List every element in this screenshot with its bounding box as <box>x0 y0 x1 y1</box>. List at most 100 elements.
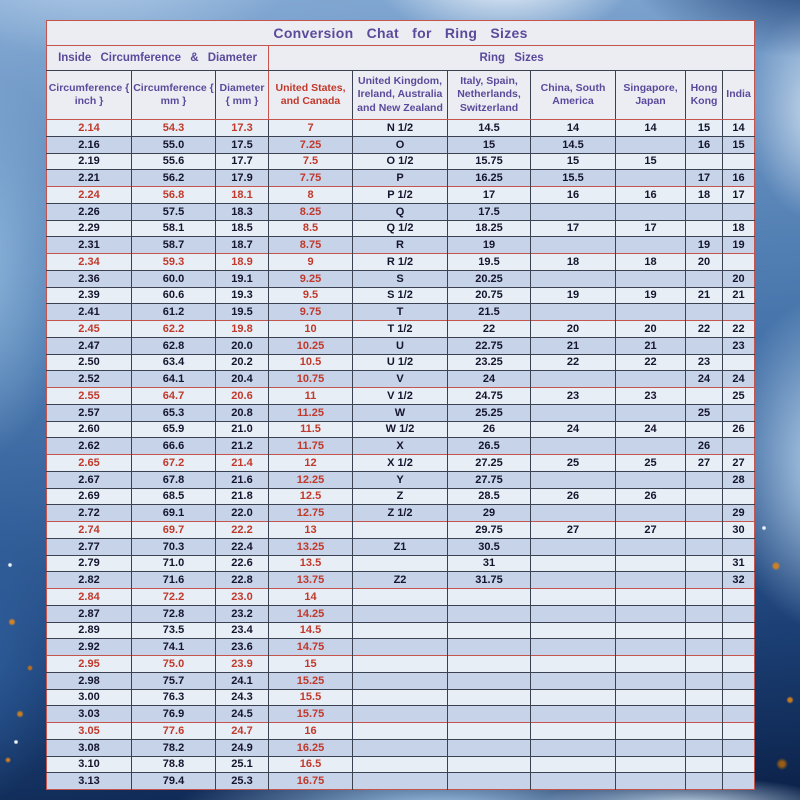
table-cell: 16.5 <box>268 755 353 773</box>
table-row: 2.98 75.7 24.1 15.25 <box>46 671 755 689</box>
table-cell <box>530 688 616 706</box>
table-cell: 23.25 <box>447 353 531 371</box>
table-cell: W <box>352 403 448 421</box>
table-row: 2.77 70.3 22.4 13.25 Z1 30.5 <box>46 537 755 555</box>
table-cell: 19 <box>530 286 616 304</box>
table-cell: N 1/2 <box>352 119 448 137</box>
table-cell: 20.6 <box>215 387 269 405</box>
table-cell: 79.4 <box>131 772 216 790</box>
table-cell: 22 <box>721 320 755 338</box>
table-cell: 22.4 <box>215 537 269 555</box>
table-cell <box>530 655 616 673</box>
table-cell: U <box>352 336 448 354</box>
table-cell: 60.6 <box>131 286 216 304</box>
table-cell: 9 <box>268 253 353 271</box>
table-cell: 2.45 <box>46 320 132 338</box>
table-cell <box>685 571 723 589</box>
table-cell: 22 <box>530 353 616 371</box>
table-cell: 22 <box>447 320 531 338</box>
table-cell: 75.7 <box>131 671 216 689</box>
table-cell <box>685 387 723 405</box>
table-cell <box>721 152 755 170</box>
table-cell: 9.25 <box>268 269 353 287</box>
table-row: 2.24 56.8 18.1 8 P 1/2 17 16 16 18 17 <box>46 186 755 204</box>
table-cell <box>530 705 616 723</box>
table-cell: Q <box>352 202 448 220</box>
table-cell <box>530 303 616 321</box>
table-body: 2.14 54.3 17.3 7 N 1/2 14.5 14 14 15 14 2.16 55.0 17… <box>46 119 755 790</box>
table-cell <box>685 604 723 622</box>
table-cell: U 1/2 <box>352 353 448 371</box>
table-cell: 20.25 <box>447 269 531 287</box>
table-cell: 67.8 <box>131 470 216 488</box>
table-cell: 2.26 <box>46 202 132 220</box>
table-row: 2.95 75.0 23.9 15 <box>46 655 755 673</box>
table-cell <box>447 638 531 656</box>
table-cell: 24 <box>721 370 755 388</box>
table-cell <box>447 621 531 639</box>
table-cell: 64.1 <box>131 370 216 388</box>
table-cell: 23 <box>685 353 723 371</box>
table-cell: 8.75 <box>268 236 353 254</box>
table-row: 2.72 69.1 22.0 12.75 Z 1/2 29 29 <box>46 504 755 522</box>
table-cell: 17.3 <box>215 119 269 137</box>
table-cell <box>352 621 448 639</box>
table-cell: 19.5 <box>215 303 269 321</box>
table-cell: 19 <box>615 286 686 304</box>
table-cell: 65.3 <box>131 403 216 421</box>
table-cell <box>615 269 686 287</box>
table-cell <box>685 621 723 639</box>
table-cell <box>530 738 616 756</box>
table-cell: 17.5 <box>215 135 269 153</box>
column-header-united-kingdom: United Kingdom, Ireland, Australia and N… <box>352 70 448 120</box>
table-cell <box>447 588 531 606</box>
table-cell <box>685 755 723 773</box>
table-cell: 20.4 <box>215 370 269 388</box>
table-cell: 65.9 <box>131 420 216 438</box>
table-cell <box>530 202 616 220</box>
table-cell: 23.2 <box>215 604 269 622</box>
table-cell: 20 <box>721 269 755 287</box>
table-cell: 11.5 <box>268 420 353 438</box>
table-cell: 23.4 <box>215 621 269 639</box>
table-cell: 17 <box>685 169 723 187</box>
table-row: 3.00 76.3 24.3 15.5 <box>46 688 755 706</box>
table-cell: 16 <box>721 169 755 187</box>
table-cell: 22.2 <box>215 521 269 539</box>
table-cell: 17 <box>615 219 686 237</box>
table-cell: 23 <box>615 387 686 405</box>
table-cell: 18.1 <box>215 186 269 204</box>
table-cell: 74.1 <box>131 638 216 656</box>
table-cell: 12 <box>268 454 353 472</box>
table-cell: 20.75 <box>447 286 531 304</box>
table-cell: 2.55 <box>46 387 132 405</box>
table-cell <box>685 521 723 539</box>
table-cell <box>530 621 616 639</box>
table-row: 2.57 65.3 20.8 11.25 W 25.25 25 <box>46 403 755 421</box>
table-cell: 7.25 <box>268 135 353 153</box>
table-cell: 66.6 <box>131 437 216 455</box>
table-cell <box>352 705 448 723</box>
table-row: 3.08 78.2 24.9 16.25 <box>46 738 755 756</box>
table-cell <box>721 537 755 555</box>
table-cell: 13.25 <box>268 537 353 555</box>
table-cell: Z2 <box>352 571 448 589</box>
table-cell: 14 <box>615 119 686 137</box>
table-cell <box>447 671 531 689</box>
table-cell: 72.2 <box>131 588 216 606</box>
table-cell: 21 <box>721 286 755 304</box>
table-cell: 8.25 <box>268 202 353 220</box>
table-cell: 18.7 <box>215 236 269 254</box>
table-cell <box>447 738 531 756</box>
table-cell: 16 <box>268 722 353 740</box>
table-cell: 2.62 <box>46 437 132 455</box>
column-header-singapore-japan: Singapore, Japan <box>615 70 686 120</box>
table-cell: 21.0 <box>215 420 269 438</box>
table-cell: 2.50 <box>46 353 132 371</box>
table-row: 2.14 54.3 17.3 7 N 1/2 14.5 14 14 15 14 <box>46 119 755 137</box>
table-cell: 15.5 <box>530 169 616 187</box>
table-cell: 13.75 <box>268 571 353 589</box>
table-cell: 22.6 <box>215 554 269 572</box>
table-cell: 16 <box>530 186 616 204</box>
conversion-table: Conversion Chat for Ring Sizes Inside Ci… <box>46 20 756 790</box>
